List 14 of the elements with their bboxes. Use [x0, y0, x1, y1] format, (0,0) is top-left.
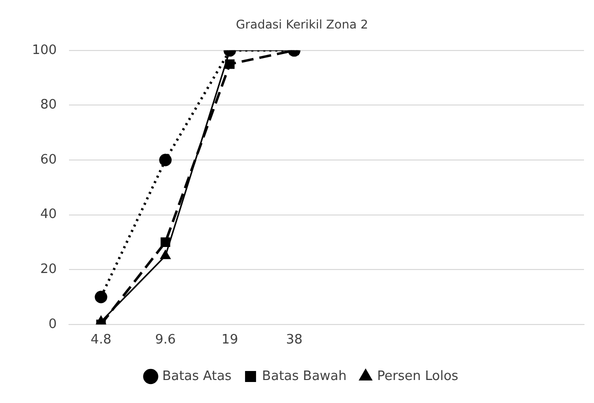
chart-title: Gradasi Kerikil Zona 2 — [236, 17, 368, 32]
y-tick-label: 100 — [32, 42, 57, 58]
legend-label: Batas Atas — [162, 368, 232, 384]
legend-label: Batas Bawah — [262, 368, 347, 384]
y-tick-label: 40 — [40, 207, 57, 222]
x-tick-label: 4.8 — [90, 332, 112, 348]
x-tick-label: 38 — [286, 332, 302, 348]
y-tick-label: 0 — [48, 316, 57, 332]
x-tick-label: 19 — [222, 332, 238, 348]
y-tick-label: 20 — [40, 262, 57, 277]
legend-label: Persen Lolos — [377, 368, 459, 384]
y-tick-label: 60 — [40, 152, 57, 168]
x-tick-label: 9.6 — [155, 332, 176, 348]
y-tick-label: 80 — [40, 98, 57, 113]
